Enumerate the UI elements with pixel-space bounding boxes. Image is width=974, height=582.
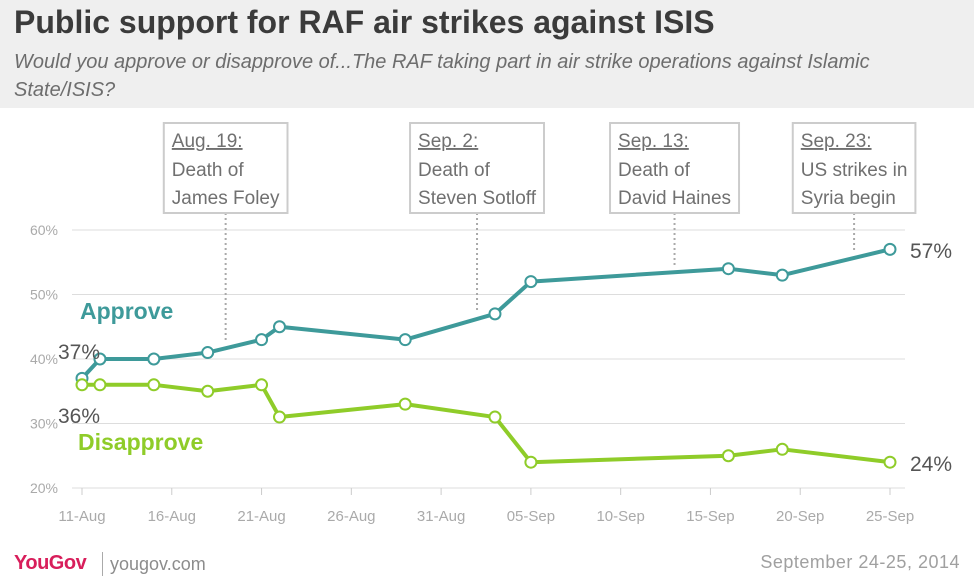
- annotation-text: Death of: [618, 160, 691, 181]
- x-tick-label: 05-Sep: [507, 508, 555, 525]
- disapprove-point: [398, 397, 412, 411]
- annotation-date: Sep. 23:: [801, 131, 872, 152]
- disapprove-point: [147, 378, 161, 392]
- annotation-text: Death of: [418, 160, 491, 181]
- approve-point: [775, 268, 789, 282]
- disapprove-point: [883, 455, 897, 469]
- chart-header: Public support for RAF air strikes again…: [0, 0, 974, 108]
- disapprove-point: [93, 378, 107, 392]
- annotation-text: US strikes in: [801, 160, 908, 181]
- annotation-date: Sep. 2:: [418, 131, 478, 152]
- x-tick-label: 21-Aug: [237, 508, 285, 525]
- y-tick-label: 40%: [30, 351, 58, 367]
- footer-site: yougov.com: [110, 554, 206, 574]
- approve-point: [398, 333, 412, 347]
- approve-point: [883, 242, 897, 256]
- footer-divider: [102, 552, 103, 576]
- start-value-disapprove: 36%: [58, 405, 100, 428]
- approve-point: [524, 275, 538, 289]
- chart-title: Public support for RAF air strikes again…: [14, 4, 715, 40]
- disapprove-point: [775, 442, 789, 456]
- annotation-text: David Haines: [618, 188, 731, 209]
- disapprove-point: [273, 410, 287, 424]
- approve-point: [488, 307, 502, 321]
- annotation-text: Death of: [172, 160, 245, 181]
- disapprove-point: [255, 378, 269, 392]
- approve-point: [147, 352, 161, 366]
- series-label-approve: Approve: [80, 298, 173, 324]
- approve-point: [721, 262, 735, 276]
- x-tick-label: 15-Sep: [686, 508, 734, 525]
- annotation-box: [609, 122, 741, 214]
- x-tick-label: 10-Sep: [596, 508, 644, 525]
- approve-line: [80, 247, 891, 380]
- disapprove-point: [75, 378, 89, 392]
- x-tick-label: 20-Sep: [776, 508, 824, 525]
- annotation-text: Steven Sotloff: [418, 188, 537, 209]
- yougov-logo: YouGov: [14, 552, 87, 574]
- start-value-approve: 37%: [58, 341, 100, 364]
- end-value-disapprove: 24%: [910, 453, 952, 476]
- disapprove-point: [201, 384, 215, 398]
- survey-date: September 24-25, 2014: [760, 552, 960, 572]
- line-chart: 20% 30% 40% 50% 60% 11-Aug 16-Aug 21-Aug 26-Aug 3…: [30, 122, 952, 525]
- disapprove-line: [82, 382, 891, 465]
- annotation-text: Syria begin: [801, 188, 896, 209]
- approve-point: [93, 352, 107, 366]
- y-tick-label: 20%: [30, 480, 58, 496]
- y-tick-label: 60%: [30, 222, 58, 238]
- approve-point: [201, 346, 215, 360]
- annotation-text: James Foley: [172, 188, 280, 209]
- series-label-disapprove: Disapprove: [78, 429, 203, 455]
- x-tick-label: 31-Aug: [417, 508, 465, 525]
- disapprove-point: [524, 455, 538, 469]
- y-tick-label: 30%: [30, 416, 58, 432]
- x-tick-label: 26-Aug: [327, 508, 375, 525]
- annotation-date: Aug. 19:: [172, 131, 243, 152]
- y-tick-label: 50%: [30, 287, 58, 303]
- annotation-box: [409, 122, 545, 214]
- x-tick-label: 11-Aug: [58, 508, 105, 525]
- annotation-box: [162, 122, 289, 214]
- chart-subtitle: Would you approve or disapprove of...The…: [14, 51, 870, 101]
- approve-point: [273, 320, 287, 334]
- annotation-box: [791, 122, 917, 214]
- x-tick-label: 16-Aug: [148, 508, 196, 525]
- end-value-approve: 57%: [910, 240, 952, 263]
- disapprove-point: [721, 449, 735, 463]
- annotation-date: Sep. 13:: [618, 131, 689, 152]
- x-tick-label: 25-Sep: [866, 508, 914, 525]
- disapprove-point: [488, 410, 502, 424]
- approve-point: [255, 333, 269, 347]
